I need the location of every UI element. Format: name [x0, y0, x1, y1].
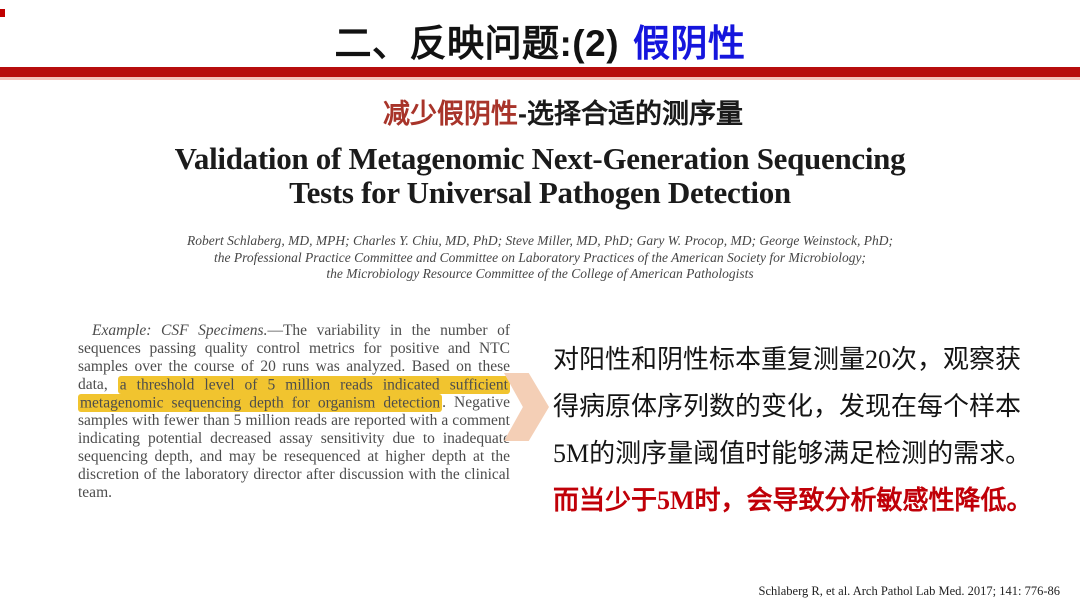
summary-line-2: 得病原体序列数的变化，发现在每个样本 — [553, 392, 1022, 421]
excerpt-yellow-highlight: a threshold level of 5 million reads ind… — [78, 375, 510, 412]
authors-line-1: Robert Schlaberg, MD, MPH; Charles Y. Ch… — [186, 233, 893, 248]
summary-text-cn: 对阳性和阴性标本重复测量20次，观察获 得病原体序列数的变化，发现在每个样本 5… — [553, 336, 1033, 524]
summary-warning-red: 而当少于5M时，会导致分析敏感性降低。 — [553, 486, 1033, 515]
slide-title-blue: 假阴性 — [633, 23, 746, 64]
authors-line-2: the Professional Practice Committee and … — [214, 249, 866, 265]
slide-title: 二、反映问题:(2) 假阴性 — [0, 13, 1080, 67]
subtitle-black-part: -选择合适的测序量 — [518, 99, 743, 129]
title-divider-bar — [0, 67, 1080, 77]
paper-title-line-1: Validation of Metagenomic Next-Generatio… — [174, 141, 906, 176]
subtitle-red-part: 减少假阴性 — [383, 99, 518, 129]
summary-line-1: 对阳性和阴性标本重复测量20次，观察获 — [553, 345, 1022, 374]
slide-subtitle: 减少假阴性-选择合适的测序量 — [23, 92, 1080, 131]
citation: Schlaberg R, et al. Arch Pathol Lab Med.… — [758, 584, 1060, 598]
excerpt-lead-italic: Example: CSF Specimens. — [92, 322, 268, 339]
right-chevron-arrow — [504, 373, 549, 441]
paper-authors: Robert Schlaberg, MD, MPH; Charles Y. Ch… — [0, 233, 1080, 283]
excerpt-after-highlight: . Negative samples with fewer than 5 mil… — [78, 394, 510, 501]
slide-title-black: 二、反映问题:(2) — [334, 23, 620, 64]
paper-title: Validation of Metagenomic Next-Generatio… — [0, 142, 1080, 210]
left-edge-red-mark — [0, 9, 5, 17]
authors-line-3: the Microbiology Resource Committee of t… — [326, 266, 754, 281]
summary-line-3: 5M的测序量阈值时能够满足检测的需求。 — [553, 439, 1032, 468]
excerpt-before-highlight: —The variability in the number of sequen… — [78, 322, 510, 393]
paper-title-line-2: Tests for Universal Pathogen Detection — [289, 175, 791, 210]
paper-excerpt: Example: CSF Specimens.—The variability … — [78, 322, 510, 502]
